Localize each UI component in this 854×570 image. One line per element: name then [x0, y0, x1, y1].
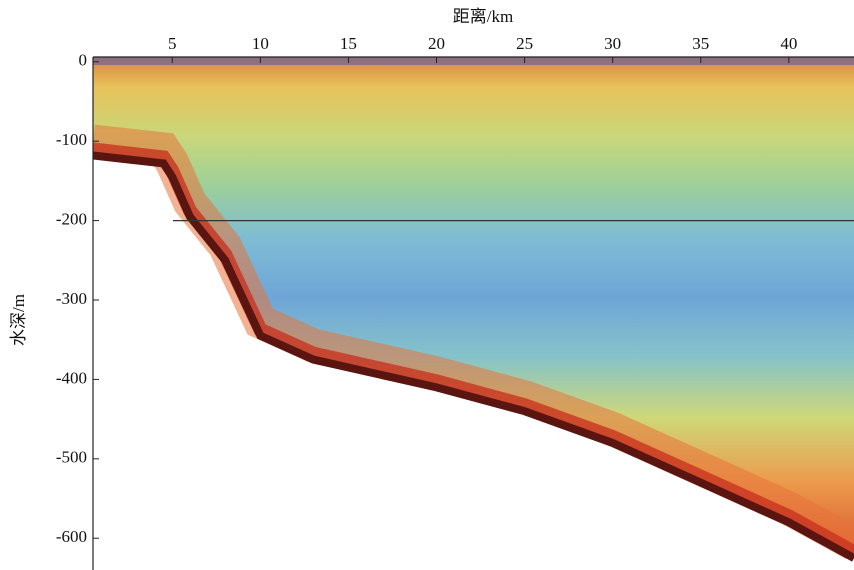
seabed: [93, 151, 854, 562]
x-tick-label: 40: [780, 34, 797, 53]
water-column: [93, 57, 854, 559]
x-tick-label: 25: [516, 34, 533, 53]
x-tick-label: 35: [692, 34, 709, 53]
y-tick-label: -500: [56, 448, 87, 467]
y-tick-label: -600: [56, 527, 87, 546]
y-tick-label: -400: [56, 368, 87, 387]
y-axis-title: 水深/m: [9, 294, 28, 346]
y-tick-label: -200: [56, 209, 87, 228]
surface-layer: [93, 57, 854, 65]
x-tick-label: 15: [340, 34, 357, 53]
y-tick-label: -300: [56, 289, 87, 308]
x-axis-title: 距离/km: [453, 7, 513, 26]
echogram: [93, 57, 854, 562]
x-tick-label: 10: [252, 34, 269, 53]
y-tick-label: -100: [56, 130, 87, 149]
x-tick-label: 5: [168, 34, 177, 53]
x-tick-label: 20: [428, 34, 445, 53]
x-tick-label: 30: [604, 34, 621, 53]
y-tick-label: 0: [79, 51, 88, 70]
